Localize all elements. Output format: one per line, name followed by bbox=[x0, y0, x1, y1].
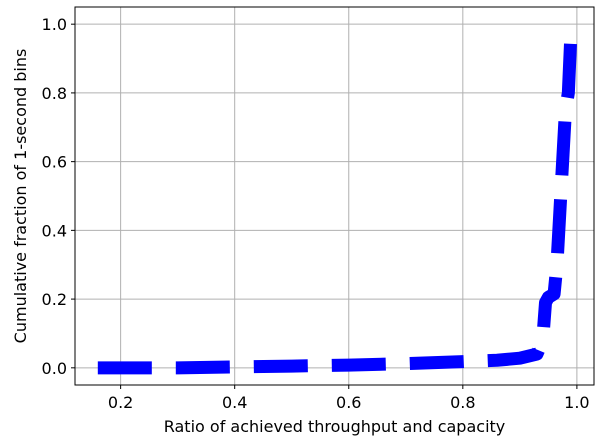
y-tick-label: 0.2 bbox=[42, 290, 67, 309]
y-tick-label: 0.4 bbox=[42, 221, 67, 240]
x-axis: 0.2 0.4 0.6 0.8 1.0 bbox=[108, 385, 590, 412]
x-axis-label: Ratio of achieved throughput and capacit… bbox=[164, 417, 506, 436]
y-tick-label: 1.0 bbox=[42, 15, 67, 34]
x-tick-label: 1.0 bbox=[564, 393, 589, 412]
plot-frame bbox=[74, 6, 595, 386]
x-tick-label: 0.8 bbox=[450, 393, 475, 412]
y-tick-label: 0.0 bbox=[42, 359, 67, 378]
x-tick-label: 0.6 bbox=[336, 393, 361, 412]
grid bbox=[75, 7, 594, 385]
y-tick-label: 0.6 bbox=[42, 153, 67, 172]
y-tick-label: 0.8 bbox=[42, 84, 67, 103]
y-axis: 0.0 0.2 0.4 0.6 0.8 1.0 bbox=[42, 15, 75, 378]
x-tick-label: 0.2 bbox=[108, 393, 133, 412]
series-layer bbox=[97, 27, 578, 375]
series-line bbox=[97, 27, 578, 375]
y-axis-label: Cumulative fraction of 1-second bins bbox=[11, 49, 30, 344]
x-tick-label: 0.4 bbox=[222, 393, 247, 412]
